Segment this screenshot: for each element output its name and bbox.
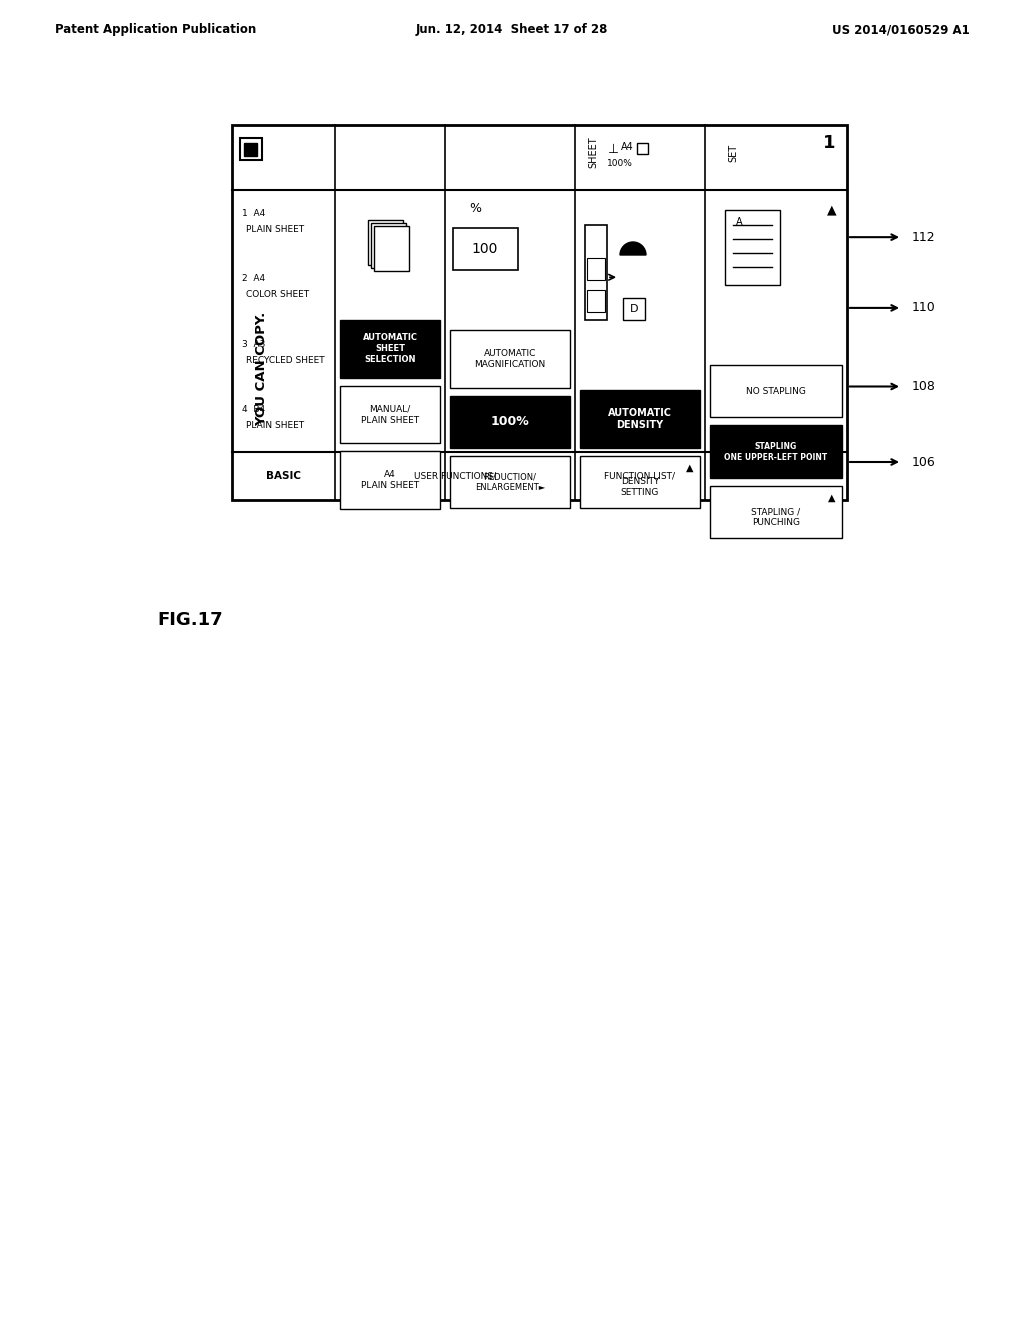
Bar: [340, 451, 440, 510]
Bar: [244, 143, 257, 156]
Text: NO STAPLING: NO STAPLING: [746, 387, 806, 396]
Text: STAPLING
ONE UPPER-LEFT POINT: STAPLING ONE UPPER-LEFT POINT: [724, 442, 827, 462]
Text: USER FUNCTIONS/: USER FUNCTIONS/: [414, 471, 496, 480]
Bar: [374, 226, 409, 271]
Wedge shape: [620, 242, 646, 255]
Text: A4: A4: [621, 143, 634, 153]
Text: 112: 112: [912, 231, 936, 244]
Text: Jun. 12, 2014  Sheet 17 of 28: Jun. 12, 2014 Sheet 17 of 28: [416, 24, 608, 37]
Bar: [450, 455, 570, 508]
Bar: [340, 385, 440, 444]
Text: DENSITY
SETTING: DENSITY SETTING: [621, 477, 659, 498]
Bar: [710, 486, 842, 539]
Text: 108: 108: [912, 380, 936, 393]
Text: BASIC: BASIC: [266, 471, 301, 480]
Bar: [580, 455, 700, 508]
Text: AUTOMATIC
MAGNIFICATION: AUTOMATIC MAGNIFICATION: [474, 348, 546, 368]
Text: FUNCTION LIST/: FUNCTION LIST/: [604, 471, 676, 480]
Text: D: D: [630, 304, 638, 314]
Text: YOU CAN COPY.: YOU CAN COPY.: [256, 312, 268, 426]
Bar: [450, 396, 570, 447]
Text: 106: 106: [912, 455, 936, 469]
Text: FIG.17: FIG.17: [158, 611, 223, 630]
Text: 2  A4: 2 A4: [242, 275, 265, 284]
Bar: [232, 125, 847, 500]
Text: %: %: [469, 202, 481, 214]
Text: 1  A4: 1 A4: [242, 209, 265, 218]
Bar: [585, 224, 607, 319]
Text: ▲: ▲: [828, 492, 836, 503]
Text: 110: 110: [912, 301, 936, 314]
Bar: [587, 290, 605, 312]
Bar: [623, 298, 645, 319]
Bar: [710, 366, 842, 417]
Text: 100: 100: [472, 242, 499, 256]
Text: A: A: [735, 216, 742, 227]
Bar: [580, 389, 700, 447]
Text: AUTOMATIC
SHEET
SELECTION: AUTOMATIC SHEET SELECTION: [362, 333, 418, 364]
Text: RECYCLED SHEET: RECYCLED SHEET: [246, 356, 325, 364]
Text: PROGRAM: PROGRAM: [754, 471, 799, 480]
Text: ⊥: ⊥: [607, 143, 618, 156]
Bar: [368, 220, 403, 265]
Bar: [340, 319, 440, 378]
Text: COLOR SHEET: COLOR SHEET: [246, 290, 309, 300]
Bar: [453, 228, 518, 271]
Text: 100%: 100%: [607, 158, 633, 168]
Text: 4  B4: 4 B4: [242, 405, 265, 414]
Text: A4
PLAIN SHEET: A4 PLAIN SHEET: [360, 470, 419, 490]
Text: STAPLING /
PUNCHING: STAPLING / PUNCHING: [752, 507, 801, 527]
Text: ▲: ▲: [686, 462, 693, 473]
Text: SHEET: SHEET: [588, 137, 598, 169]
Text: REDUCTION/
ENLARGEMENT►: REDUCTION/ ENLARGEMENT►: [475, 473, 545, 492]
Text: 3  A3: 3 A3: [242, 341, 265, 348]
Text: 1: 1: [822, 135, 836, 152]
Bar: [710, 425, 842, 478]
Text: ▲: ▲: [827, 203, 837, 216]
Text: US 2014/0160529 A1: US 2014/0160529 A1: [833, 24, 970, 37]
Text: SET: SET: [728, 144, 738, 161]
Text: PLAIN SHEET: PLAIN SHEET: [246, 224, 304, 234]
Bar: [240, 139, 262, 160]
Bar: [725, 210, 780, 285]
Bar: [450, 330, 570, 388]
Text: Patent Application Publication: Patent Application Publication: [55, 24, 256, 37]
Text: AUTOMATIC
DENSITY: AUTOMATIC DENSITY: [608, 408, 672, 430]
Bar: [371, 223, 406, 268]
Text: MANUAL/
PLAIN SHEET: MANUAL/ PLAIN SHEET: [360, 404, 419, 425]
Text: PLAIN SHEET: PLAIN SHEET: [246, 421, 304, 430]
Text: 100%: 100%: [490, 416, 529, 428]
Bar: [637, 143, 648, 153]
Bar: [587, 257, 605, 280]
